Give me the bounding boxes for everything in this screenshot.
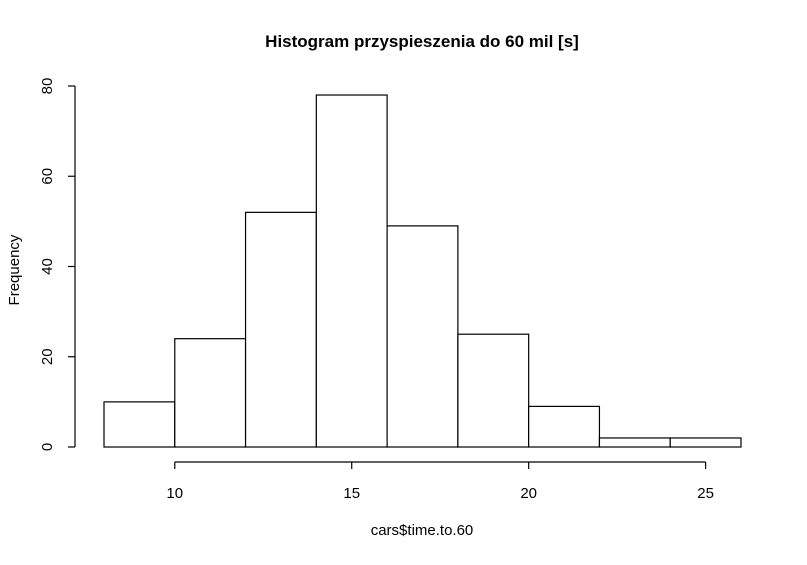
- bars-layer: [103, 94, 742, 448]
- y-tick-label: 60: [39, 168, 56, 185]
- y-axis-label: Frequency: [6, 234, 23, 305]
- x-tick-label: 25: [697, 485, 714, 502]
- x-axis-label: cars$time.to.60: [371, 522, 474, 539]
- histogram-bar-4: [315, 94, 388, 448]
- histogram-bar-9: [669, 437, 742, 448]
- x-tick-label: 20: [520, 485, 537, 502]
- histogram-bar-5: [386, 225, 459, 448]
- histogram-bar-1: [103, 401, 176, 448]
- chart-title: Histogram przyspieszenia do 60 mil [s]: [265, 32, 579, 51]
- y-tick-label: 20: [39, 348, 56, 365]
- histogram-bar-6: [457, 333, 530, 448]
- histogram-bar-7: [528, 405, 601, 448]
- y-tick-label: 0: [39, 443, 56, 451]
- histogram-bar-3: [244, 211, 317, 448]
- histogram-bar-2: [174, 338, 247, 448]
- y-tick-label: 80: [39, 78, 56, 95]
- x-axis: 10 15 20 25: [166, 461, 714, 502]
- histogram-bar-8: [598, 437, 671, 448]
- x-tick-label: 15: [343, 485, 360, 502]
- y-axis: 0 20 40 60 80: [39, 78, 76, 451]
- y-tick-label: 40: [39, 258, 56, 275]
- x-tick-label: 10: [166, 485, 183, 502]
